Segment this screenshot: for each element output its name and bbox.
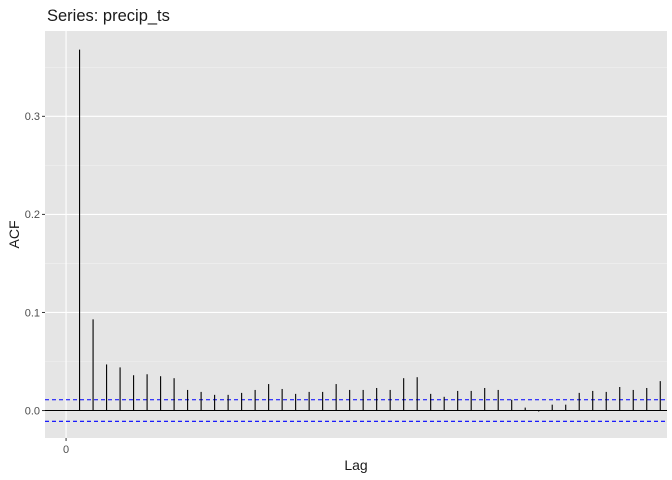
y-tick-label: 0.0 xyxy=(25,405,40,417)
y-tick-label: 0.2 xyxy=(25,209,40,221)
y-axis: 0.0 0.1 0.2 0.3 xyxy=(25,111,45,417)
x-tick-label: 0 xyxy=(63,444,69,456)
chart-title: Series: precip_ts xyxy=(47,7,170,25)
plot-panel xyxy=(45,31,667,438)
confidence-bounds xyxy=(45,399,667,422)
x-axis-title: Lag xyxy=(344,457,367,473)
acf-bars xyxy=(79,49,661,412)
x-axis: 0 xyxy=(63,438,69,456)
y-tick-label: 0.1 xyxy=(25,307,40,319)
y-tick-label: 0.3 xyxy=(25,111,40,123)
y-axis-title: ACF xyxy=(6,221,22,249)
